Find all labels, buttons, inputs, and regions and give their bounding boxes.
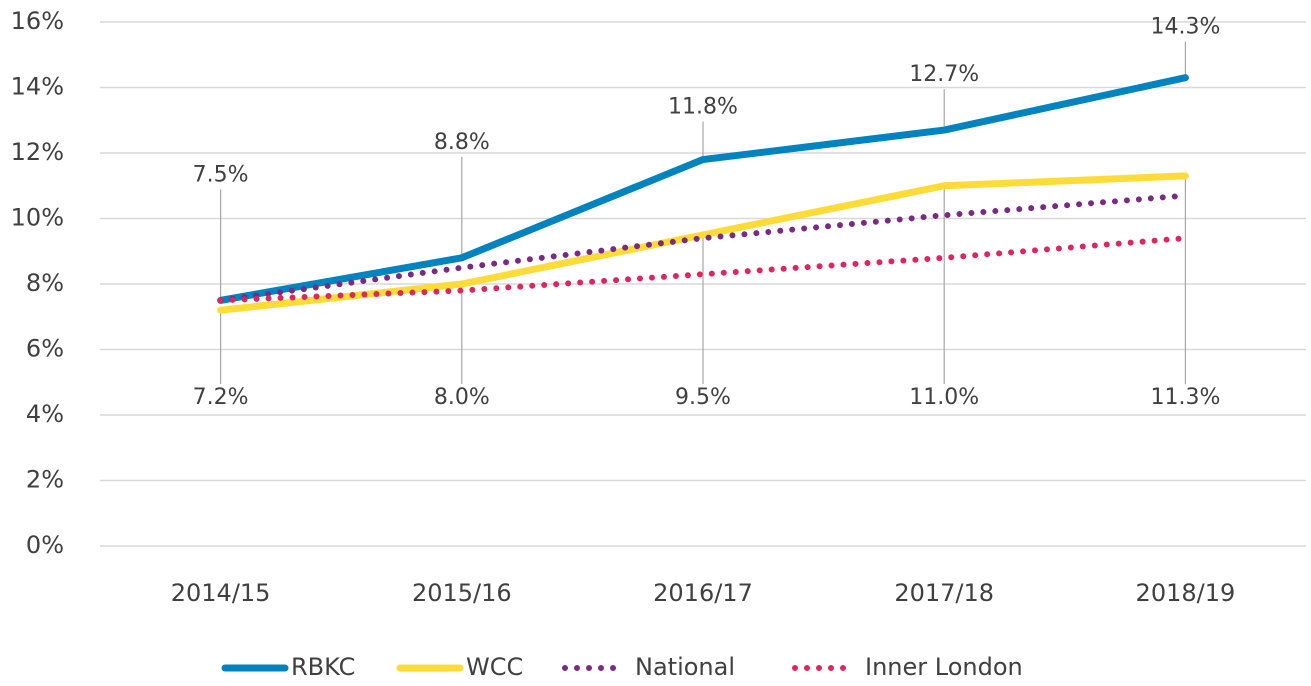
y-tick-label: 8%: [26, 269, 64, 297]
legend-label: RBKC: [291, 653, 355, 681]
data-label: 8.8%: [434, 130, 490, 155]
y-tick-label: 16%: [11, 7, 64, 35]
x-tick-label: 2018/19: [1136, 579, 1236, 607]
x-tick-label: 2017/18: [894, 579, 994, 607]
y-tick-label: 4%: [26, 400, 64, 428]
y-tick-label: 12%: [11, 138, 64, 166]
legend-item: National: [562, 653, 735, 681]
data-label: 7.2%: [193, 385, 249, 410]
data-label: 11.0%: [909, 385, 979, 410]
series-line: [217, 172, 1189, 314]
x-tick-label: 2014/15: [171, 579, 271, 607]
data-label: 7.5%: [193, 162, 249, 187]
legend-item: Inner London: [792, 653, 1023, 681]
data-label: 11.3%: [1150, 385, 1220, 410]
y-tick-label: 10%: [11, 204, 64, 232]
series-line: [217, 235, 1189, 304]
legend-item: WCC: [396, 653, 523, 681]
legend-label: WCC: [466, 653, 523, 681]
legend-label: National: [635, 653, 735, 681]
data-label: 8.0%: [434, 385, 490, 410]
legend-item: RBKC: [221, 653, 355, 681]
x-tick-label: 2015/16: [412, 579, 512, 607]
data-label: 12.7%: [909, 62, 979, 87]
legend-label: Inner London: [865, 653, 1023, 681]
data-label: 14.3%: [1150, 15, 1220, 40]
x-tick-label: 2016/17: [653, 579, 753, 607]
data-label: 9.5%: [675, 385, 731, 410]
series-line: [217, 74, 1189, 304]
data-label: 11.8%: [668, 95, 738, 120]
y-tick-label: 2%: [26, 466, 64, 494]
y-tick-label: 0%: [26, 531, 64, 559]
y-tick-label: 6%: [26, 335, 64, 363]
y-tick-label: 14%: [11, 73, 64, 101]
